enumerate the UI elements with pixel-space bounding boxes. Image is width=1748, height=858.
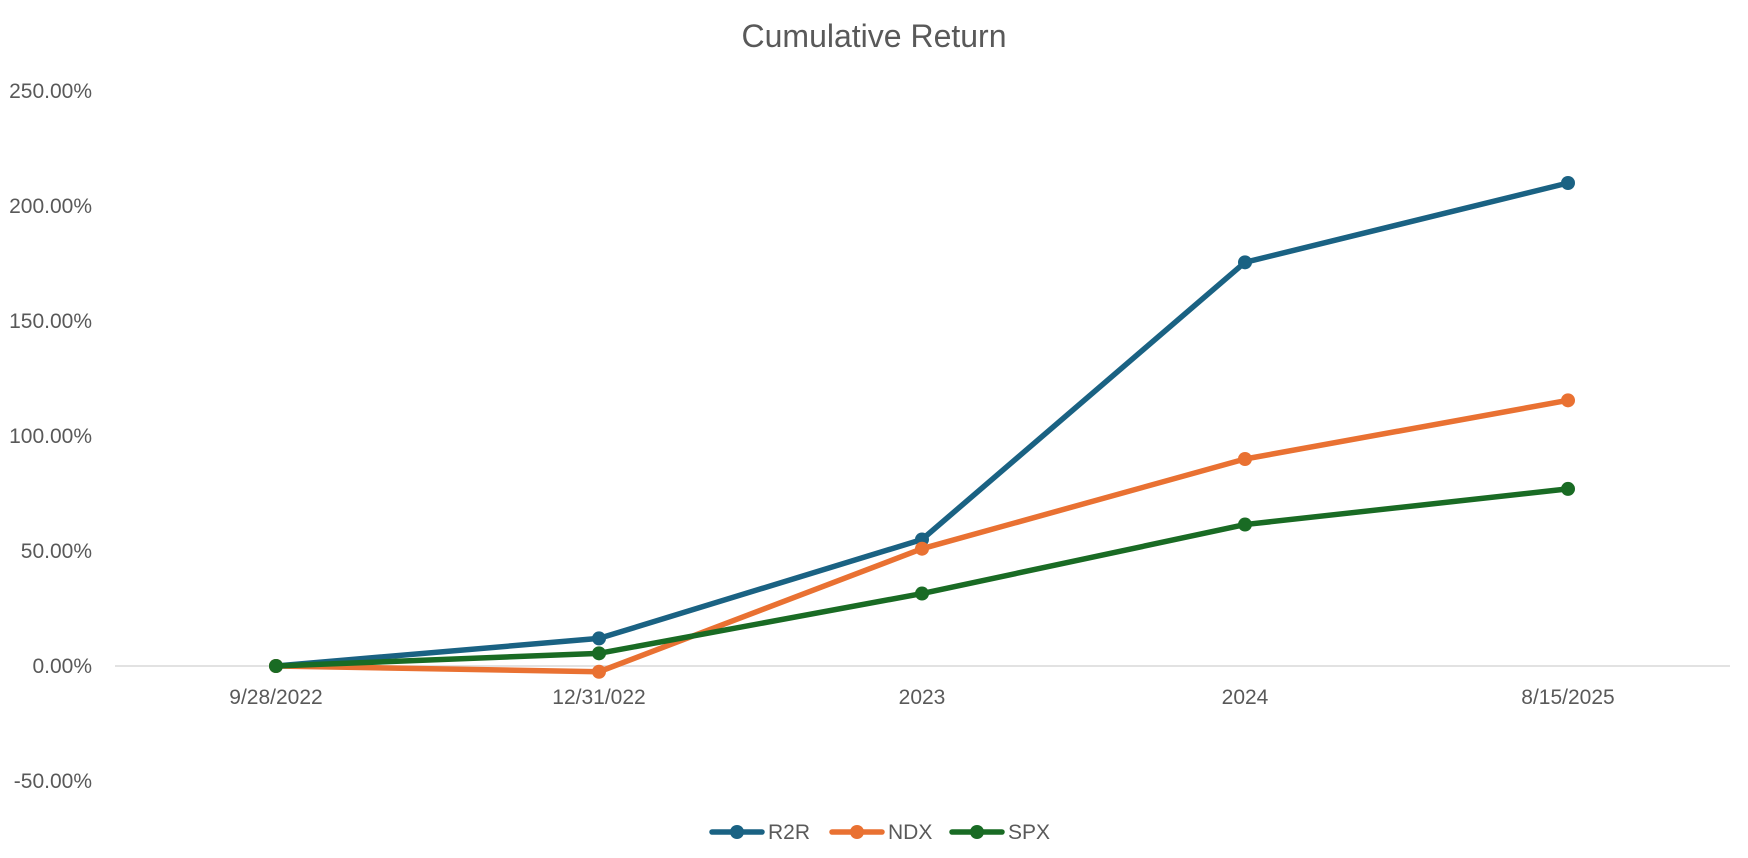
x-tick-label: 2024: [1222, 686, 1269, 709]
y-tick-label: 200.00%: [9, 195, 92, 218]
x-tick-label: 12/31/022: [552, 686, 645, 709]
legend-swatch-marker: [970, 825, 984, 839]
x-tick-label: 2023: [899, 686, 946, 709]
data-point-ndx: [1238, 452, 1252, 466]
data-point-spx: [1238, 517, 1252, 532]
legend-item-spx: SPX: [949, 821, 1050, 844]
data-point-ndx: [1561, 393, 1575, 408]
legend: R2R NDX SPX: [709, 821, 1050, 844]
legend-item-ndx: NDX: [829, 821, 932, 844]
x-tick-label: 8/15/2025: [1521, 686, 1614, 709]
chart-title: Cumulative Return: [742, 18, 1007, 54]
legend-swatch-marker: [730, 825, 744, 839]
y-tick-label: 150.00%: [9, 310, 92, 333]
x-tick-label: 9/28/2022: [229, 686, 322, 709]
data-point-spx: [915, 586, 929, 601]
data-point-spx: [1561, 481, 1575, 496]
x-axis-tick-labels: 9/28/2022 12/31/022 2023 2024 8/15/2025: [229, 686, 1614, 709]
series-lines: [269, 176, 1575, 679]
legend-label: SPX: [1008, 821, 1050, 844]
series-line-spx: [273, 486, 1571, 669]
legend-label: NDX: [888, 821, 932, 844]
data-point-ndx: [592, 664, 606, 679]
y-tick-label: 100.00%: [9, 425, 92, 448]
legend-swatch-marker: [850, 825, 864, 839]
y-tick-label: 50.00%: [21, 540, 92, 563]
y-tick-label: 250.00%: [9, 80, 92, 103]
data-point-spx: [592, 646, 606, 661]
legend-item-r2r: R2R: [709, 821, 810, 844]
y-tick-label: -50.00%: [14, 770, 92, 793]
data-point-r2r: [1561, 176, 1575, 190]
series-spx: [269, 481, 1575, 673]
data-point-r2r: [1238, 255, 1252, 270]
data-point-spx: [269, 659, 283, 673]
data-point-r2r: [592, 631, 606, 646]
y-axis-tick-labels: 250.00% 200.00% 150.00% 100.00% 50.00% 0.00% -…: [9, 80, 92, 793]
y-tick-label: 0.00%: [32, 655, 92, 678]
legend-label: R2R: [768, 821, 810, 844]
data-point-ndx: [915, 541, 929, 556]
